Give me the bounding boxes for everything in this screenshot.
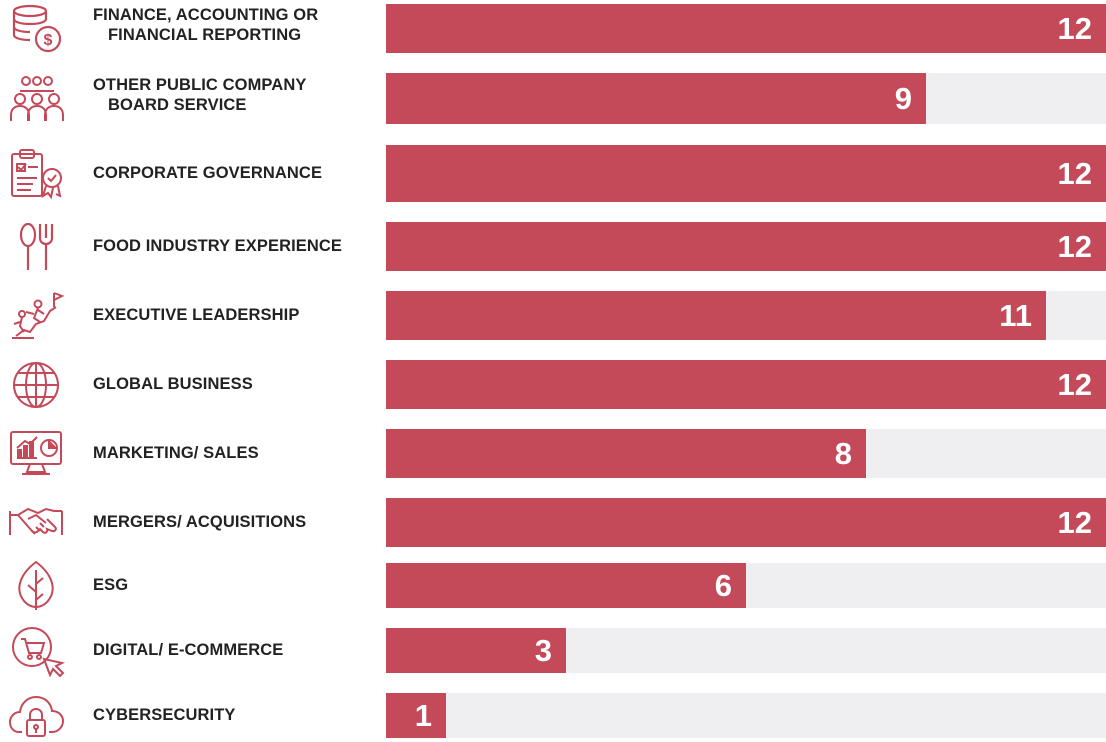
bar: 11: [386, 291, 1046, 340]
bar-track: 12: [386, 498, 1106, 547]
bar-track: 1: [386, 693, 1106, 738]
category-label-line: FOOD INDUSTRY EXPERIENCE: [93, 236, 343, 255]
bar-track: 11: [386, 291, 1106, 340]
category-label-line: FINANCE, ACCOUNTING OR: [93, 5, 319, 24]
bar-value-label: 1: [414, 697, 432, 733]
bar: 12: [386, 222, 1106, 271]
bar-value-label: 3: [534, 632, 552, 668]
handshake-icon: [8, 497, 66, 549]
bar: 6: [386, 563, 746, 608]
bar-value-label: 8: [834, 435, 852, 471]
category-label-line: EXECUTIVE LEADERSHIP: [93, 305, 300, 324]
monitor-chart-icon: [8, 428, 66, 480]
bar-track: 8: [386, 429, 1106, 478]
category-label-line: GLOBAL BUSINESS: [93, 374, 253, 393]
bar-value-label: 12: [1057, 10, 1092, 46]
category-label: CYBERSECURITY: [93, 705, 373, 725]
category-label: FINANCE, ACCOUNTING OR FINANCIAL REPORTIN…: [93, 5, 373, 45]
category-label-line: MARKETING/ SALES: [93, 443, 259, 462]
bar: 1: [386, 693, 446, 738]
category-label-line: OTHER PUBLIC COMPANY: [93, 75, 307, 94]
board-meeting-icon: [8, 73, 66, 125]
category-label: MARKETING/ SALES: [93, 443, 373, 463]
category-label-line: ESG: [93, 575, 129, 594]
bar-value-label: 12: [1057, 155, 1092, 191]
bar-track: 6: [386, 563, 1106, 608]
bar-value-label: 6: [714, 567, 732, 603]
category-label: ESG: [93, 575, 373, 595]
cart-cursor-icon: [8, 625, 66, 677]
bar-value-label: 12: [1057, 504, 1092, 540]
bar-value-label: 12: [1057, 366, 1092, 402]
bar: 8: [386, 429, 866, 478]
bar-track: 12: [386, 360, 1106, 409]
bar: 12: [386, 145, 1106, 202]
category-label: EXECUTIVE LEADERSHIP: [93, 305, 373, 325]
category-label: GLOBAL BUSINESS: [93, 374, 373, 394]
bar: 12: [386, 360, 1106, 409]
clipboard-certificate-icon: [8, 148, 66, 200]
bar-value-label: 11: [999, 297, 1032, 333]
bar-value-label: 9: [894, 80, 912, 116]
spoon-fork-icon: [8, 221, 66, 273]
cloud-lock-icon: [8, 690, 66, 742]
coins-dollar-icon: [8, 3, 66, 55]
category-label-line: BOARD SERVICE: [108, 95, 247, 114]
category-label-line: MERGERS/ ACQUISITIONS: [93, 512, 307, 531]
bar-track: 3: [386, 628, 1106, 673]
bar: 3: [386, 628, 566, 673]
category-label: DIGITAL/ E-COMMERCE: [93, 640, 373, 660]
bar-track: 12: [386, 4, 1106, 53]
climbing-flag-icon: [8, 290, 66, 342]
category-label: MERGERS/ ACQUISITIONS: [93, 512, 373, 532]
category-label: CORPORATE GOVERNANCE: [93, 163, 373, 183]
bar-track: 12: [386, 145, 1106, 202]
category-label: OTHER PUBLIC COMPANY BOARD SERVICE: [93, 75, 373, 115]
category-label-line: FINANCIAL REPORTING: [108, 25, 302, 44]
bar-value-label: 12: [1057, 228, 1092, 264]
category-label: FOOD INDUSTRY EXPERIENCE: [93, 236, 373, 256]
category-label-line: DIGITAL/ E-COMMERCE: [93, 640, 284, 659]
globe-icon: [8, 359, 66, 411]
bar: 12: [386, 4, 1106, 53]
bar: 12: [386, 498, 1106, 547]
bar-track: 9: [386, 73, 1106, 124]
category-label-line: CYBERSECURITY: [93, 705, 236, 724]
leaf-icon: [8, 560, 66, 612]
bar: 9: [386, 73, 926, 124]
category-label-line: CORPORATE GOVERNANCE: [93, 163, 323, 182]
bar-track: 12: [386, 222, 1106, 271]
